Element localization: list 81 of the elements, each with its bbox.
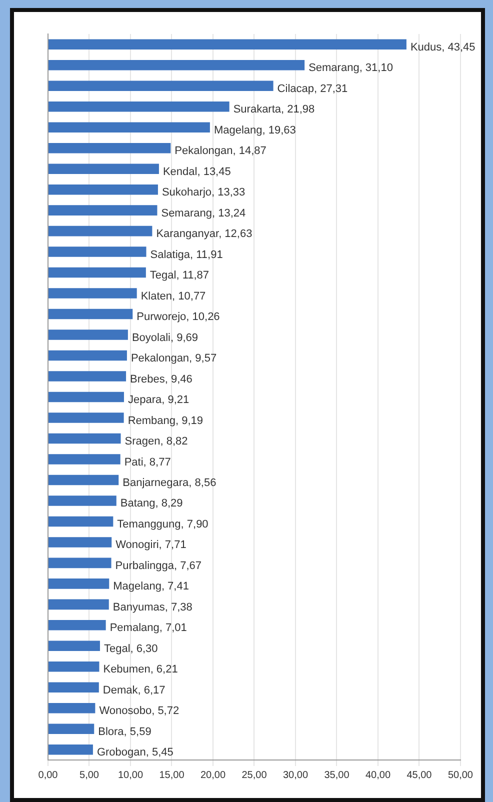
data-label: Jepara, 9,21 — [128, 394, 190, 406]
data-label: Kendal, 13,45 — [162, 166, 231, 178]
bar — [48, 39, 406, 50]
data-label: Semarang, 31,10 — [308, 62, 393, 74]
x-tick-label: 0,00 — [38, 770, 58, 781]
data-label: Temanggung, 7,90 — [117, 518, 208, 530]
data-label: Sragen, 8,82 — [124, 436, 188, 448]
data-label: Semarang, 13,24 — [161, 207, 246, 220]
data-label: Kudus, 43,45 — [410, 41, 476, 54]
bar — [48, 308, 133, 320]
bar — [48, 433, 121, 444]
bar — [48, 537, 112, 548]
bar — [48, 80, 274, 91]
bar — [48, 578, 110, 589]
bar — [48, 454, 120, 464]
data-label: Tegal, 6,30 — [104, 642, 158, 655]
bar — [48, 620, 106, 630]
data-label: Tegal, 11,87 — [150, 270, 210, 282]
data-label: Demak, 6,17 — [102, 684, 166, 696]
bar — [48, 330, 128, 340]
data-label: Kebumen, 6,21 — [103, 664, 178, 676]
bar — [48, 184, 158, 195]
x-tick-label: 25,00 — [242, 770, 268, 781]
data-label: Magelang, 7,41 — [113, 580, 189, 593]
data-label: Wonogiri, 7,71 — [116, 539, 186, 552]
bar — [48, 392, 124, 402]
data-label: Pekalongan, 14,87 — [174, 145, 266, 158]
x-tick-label: 15,00 — [159, 770, 185, 781]
bar — [48, 205, 158, 216]
bar — [48, 703, 96, 714]
bar — [48, 599, 109, 610]
bar — [48, 744, 93, 755]
x-tick-label: 5,00 — [80, 770, 100, 781]
data-label: Purworejo, 10,26 — [136, 311, 220, 324]
x-tick-label: 40,00 — [365, 770, 391, 781]
bar — [48, 640, 100, 652]
bar — [48, 682, 99, 693]
data-label: Magelang, 19,63 — [214, 124, 296, 136]
bar — [48, 558, 112, 568]
data-label: Sukoharjo, 13,33 — [162, 186, 246, 199]
data-label: Klaten, 10,77 — [140, 290, 206, 302]
x-tick-label: 35,00 — [324, 770, 350, 781]
data-label: Pemalang, 7,01 — [110, 622, 187, 634]
data-label: Karanganyar, 12,63 — [156, 228, 252, 240]
bar — [48, 60, 305, 70]
data-label: Purbalingga, 7,67 — [115, 560, 202, 572]
data-label: Surakarta, 21,98 — [233, 104, 315, 116]
x-tick-label: 45,00 — [406, 770, 432, 781]
bar — [48, 350, 127, 361]
bar — [48, 371, 126, 382]
bar — [48, 267, 146, 278]
bar — [48, 288, 137, 298]
bar — [48, 226, 152, 236]
bar — [48, 101, 230, 112]
bar — [48, 122, 210, 132]
x-tick-label: 30,00 — [282, 770, 308, 781]
bar — [48, 164, 159, 174]
data-label: Cilacap, 27,31 — [277, 82, 348, 95]
x-tick-label: 50,00 — [448, 770, 474, 781]
data-label: Rembang, 9,19 — [128, 414, 204, 427]
data-label: Pekalongan, 9,57 — [130, 352, 217, 365]
bar — [48, 496, 116, 506]
data-label: Grobogan, 5,45 — [96, 746, 174, 759]
data-label: Salatiga, 11,91 — [150, 248, 223, 261]
data-label: Brebes, 9,46 — [130, 373, 192, 386]
data-label: Blora, 5,59 — [98, 726, 152, 738]
data-label: Batang, 8,29 — [120, 498, 183, 510]
x-tick-label: 20,00 — [200, 770, 226, 781]
bar — [48, 516, 114, 527]
data-label: Banyumas, 7,38 — [112, 601, 192, 614]
bar — [48, 662, 100, 672]
data-label: Boyolali, 9,69 — [132, 332, 198, 344]
data-label: Banjarnegara, 8,56 — [122, 477, 216, 490]
data-label: Wonosobo, 5,72 — [99, 705, 180, 718]
bar — [48, 724, 94, 734]
bar — [48, 246, 146, 257]
bar — [48, 412, 124, 423]
x-tick-label: 10,00 — [118, 770, 144, 781]
data-label: Pati, 8,77 — [124, 456, 171, 468]
bar — [48, 474, 119, 486]
bar — [48, 142, 171, 154]
